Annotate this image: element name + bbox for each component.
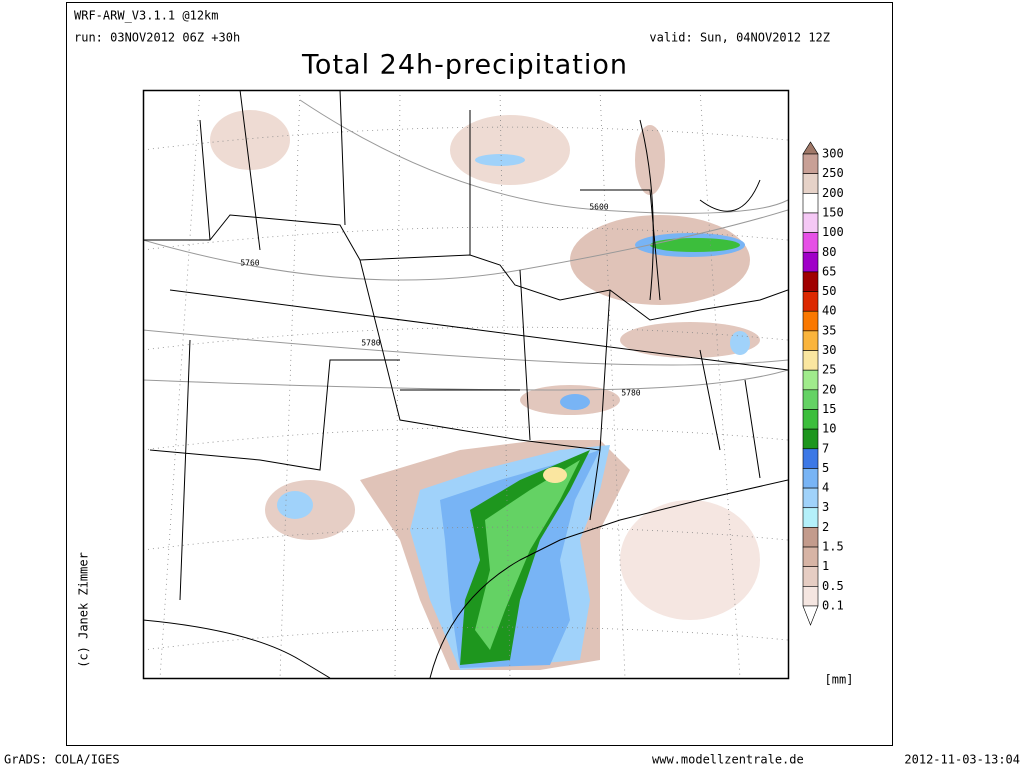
colorbar-box [802,546,819,567]
colorbar-label: 150 [822,205,844,219]
map: 5600 5760 5780 5780 [142,89,790,680]
colorbar-label: 0.1 [822,599,844,613]
colorbar-label: 80 [822,245,836,259]
colorbar-box [802,507,819,528]
colorbar-label: 1.5 [822,540,844,554]
colorbar-label: 7 [822,441,829,455]
footer-timestamp: 2012-11-03-13:04 [904,753,1020,767]
title: Total 24h-precipitation [301,50,628,81]
valid-label: valid: Sun, 04NOV2012 12Z [649,31,830,45]
colorbar-label: 2 [822,520,829,534]
colorbar-label: 35 [822,323,836,337]
contour-label: 5780 [621,389,640,398]
colorbar-label: 0.5 [822,579,844,593]
frame [66,2,893,746]
model-label: WRF-ARW_V3.1.1 @12km [74,9,219,23]
colorbar-label: 250 [822,166,844,180]
colorbar-box [802,389,819,410]
colorbar-box [802,153,819,174]
colorbar-box [802,586,819,607]
colorbar-box [802,428,819,450]
colorbar-box [802,350,819,371]
colorbar-box [802,487,819,509]
colorbar-label: 4 [822,481,829,495]
colorbar-label: 40 [822,304,836,318]
contour-label: 5760 [240,259,259,268]
height-contours [143,99,788,391]
colorbar-label: 200 [822,186,844,200]
colorbar-box [802,271,819,292]
colorbar-label: 3 [822,500,829,514]
colorbar-label: 300 [822,147,844,161]
map-frame [142,89,790,680]
colorbar-box [802,330,819,351]
colorbar-box [802,409,819,430]
colorbar-label: 20 [822,382,836,396]
footer-software: GrADS: COLA/IGES [4,753,120,767]
colorbar-label: 10 [822,422,836,436]
colorbar-unit: [mm] [825,673,854,687]
colorbar-label: 50 [822,284,836,298]
colorbar-label: 65 [822,264,836,278]
colorbar-box [802,310,819,332]
colorbar-label: 30 [822,343,836,357]
colorbar-box [802,251,819,273]
colorbar-label: 100 [822,225,844,239]
colorbar-box [802,212,819,233]
colorbar-box [802,369,819,391]
colorbar-box [802,232,819,253]
colorbar-label: 5 [822,461,829,475]
colorbar-box [802,566,819,587]
colorbar-label: 15 [822,402,836,416]
colorbar-box [802,448,819,469]
run-label: run: 03NOV2012 06Z +30h [74,31,240,45]
colorbar-label: 1 [822,559,829,573]
colorbar-label: 25 [822,363,836,377]
colorbar-cap [802,141,819,155]
colorbar-box [802,468,819,489]
colorbar-box [802,173,819,194]
contour-label: 5600 [589,203,608,212]
colorbar-box [802,193,819,214]
footer-website: www.modellzentrale.de [652,753,804,767]
colorbar-box [802,291,819,312]
contour-label: 5780 [361,339,380,348]
colorbar: 300 250 200 150 100 80 65 50 40 35 30 25 20 15 10 7 5 4 3 2… [802,141,844,626]
credit: (c) Janek Zimmer [77,552,91,668]
colorbar-box [802,527,819,548]
state-borders [143,90,788,678]
precipitation [210,110,760,670]
colorbar-cap [802,605,819,626]
